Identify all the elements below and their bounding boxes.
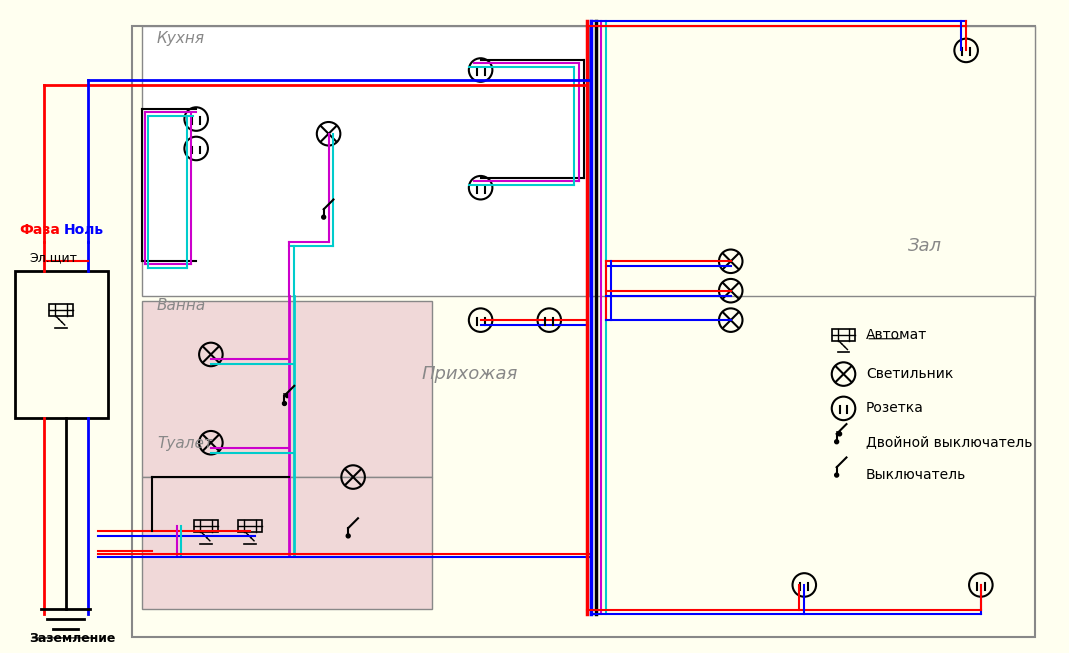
Text: Зал: Зал: [908, 238, 942, 255]
Text: Фаза: Фаза: [19, 223, 61, 237]
Bar: [195, 520, 218, 532]
Text: Автомат: Автомат: [866, 328, 927, 342]
Bar: [133, 26, 1035, 637]
Text: Кухня: Кухня: [157, 31, 205, 46]
Bar: [142, 26, 593, 296]
Text: Выключатель: Выключатель: [866, 468, 966, 482]
Bar: [15, 271, 108, 418]
Circle shape: [322, 215, 326, 219]
Text: Светильник: Светильник: [866, 367, 954, 381]
Text: Туалет: Туалет: [157, 436, 213, 451]
Text: Прихожая: Прихожая: [422, 365, 518, 383]
Bar: [832, 329, 855, 341]
Bar: [589, 26, 1035, 296]
Text: Заземление: Заземление: [30, 632, 115, 645]
Text: Ванна: Ванна: [157, 298, 206, 313]
Circle shape: [346, 534, 351, 538]
Text: Ноль: Ноль: [64, 223, 104, 237]
Circle shape: [282, 402, 286, 406]
Bar: [142, 477, 432, 609]
Text: Розетка: Розетка: [866, 402, 924, 415]
Bar: [238, 520, 262, 532]
Circle shape: [835, 473, 838, 477]
Text: Эл.щит: Эл.щит: [30, 251, 77, 264]
Circle shape: [838, 432, 841, 436]
Bar: [49, 304, 73, 316]
Circle shape: [835, 439, 838, 443]
Circle shape: [285, 394, 290, 398]
Bar: [142, 300, 432, 477]
Text: Двойной выключатель: Двойной выключатель: [866, 435, 1033, 449]
